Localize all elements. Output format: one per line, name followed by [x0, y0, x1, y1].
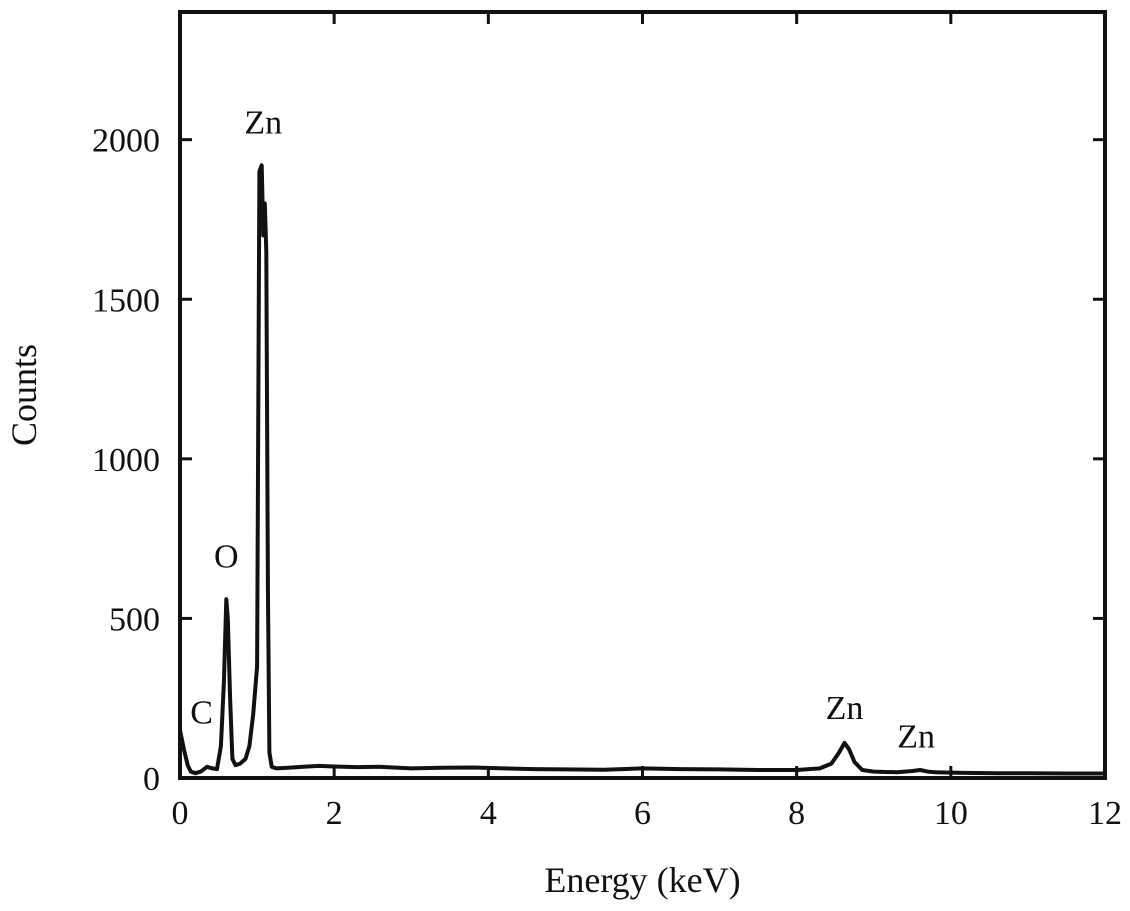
peak-label: Zn — [244, 104, 282, 141]
y-axis-ticks — [180, 138, 1105, 780]
y-tick-label: 500 — [109, 601, 160, 638]
x-axis-ticks — [178, 12, 1107, 778]
spectrum-line — [178, 163, 1105, 776]
x-axis-tick-labels: 0 2 4 6 8 10 12 — [172, 795, 1123, 832]
peak-label: Zn — [897, 719, 935, 756]
y-axis-tick-labels: 0 500 1000 1500 2000 — [92, 123, 160, 798]
y-tick-label: 0 — [143, 761, 160, 798]
x-tick-label: 4 — [480, 795, 497, 832]
x-tick-label: 8 — [788, 795, 805, 832]
x-axis-title: Energy (keV) — [544, 860, 740, 900]
x-tick-label: 2 — [326, 795, 343, 832]
y-axis-title: Counts — [4, 344, 44, 446]
peak-label: C — [190, 695, 213, 732]
x-tick-label: 0 — [172, 795, 189, 832]
y-tick-label: 2000 — [92, 123, 160, 160]
x-tick-label: 12 — [1088, 795, 1122, 832]
y-tick-label: 1500 — [92, 282, 160, 319]
x-tick-label: 10 — [934, 795, 968, 832]
peak-annotations: C O Zn Zn Zn — [190, 104, 935, 755]
y-tick-label: 1000 — [92, 442, 160, 479]
peak-label: Zn — [826, 690, 864, 727]
x-tick-label: 6 — [634, 795, 651, 832]
peak-label: O — [214, 538, 239, 575]
plot-frame — [178, 10, 1107, 780]
